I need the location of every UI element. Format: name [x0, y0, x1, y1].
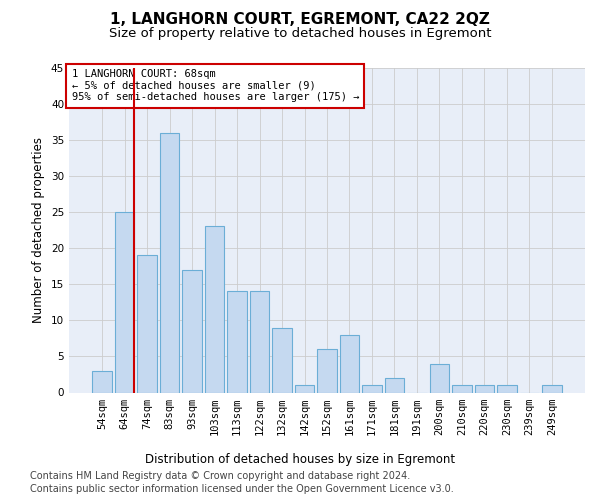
- Bar: [160, 132, 179, 392]
- Bar: [137, 256, 157, 392]
- Bar: [227, 292, 247, 392]
- Bar: [272, 328, 292, 392]
- Text: Contains public sector information licensed under the Open Government Licence v3: Contains public sector information licen…: [30, 484, 454, 494]
- Bar: [497, 386, 517, 392]
- Bar: [430, 364, 449, 392]
- Bar: [205, 226, 224, 392]
- Bar: [385, 378, 404, 392]
- Bar: [362, 386, 382, 392]
- Bar: [115, 212, 134, 392]
- Bar: [295, 386, 314, 392]
- Text: 1, LANGHORN COURT, EGREMONT, CA22 2QZ: 1, LANGHORN COURT, EGREMONT, CA22 2QZ: [110, 12, 490, 28]
- Bar: [340, 334, 359, 392]
- Text: 1 LANGHORN COURT: 68sqm
← 5% of detached houses are smaller (9)
95% of semi-deta: 1 LANGHORN COURT: 68sqm ← 5% of detached…: [71, 69, 359, 102]
- Bar: [452, 386, 472, 392]
- Text: Size of property relative to detached houses in Egremont: Size of property relative to detached ho…: [109, 28, 491, 40]
- Bar: [250, 292, 269, 392]
- Y-axis label: Number of detached properties: Number of detached properties: [32, 137, 46, 323]
- Bar: [542, 386, 562, 392]
- Bar: [92, 371, 112, 392]
- Bar: [317, 349, 337, 393]
- Text: Distribution of detached houses by size in Egremont: Distribution of detached houses by size …: [145, 452, 455, 466]
- Bar: [182, 270, 202, 392]
- Text: Contains HM Land Registry data © Crown copyright and database right 2024.: Contains HM Land Registry data © Crown c…: [30, 471, 410, 481]
- Bar: [475, 386, 494, 392]
